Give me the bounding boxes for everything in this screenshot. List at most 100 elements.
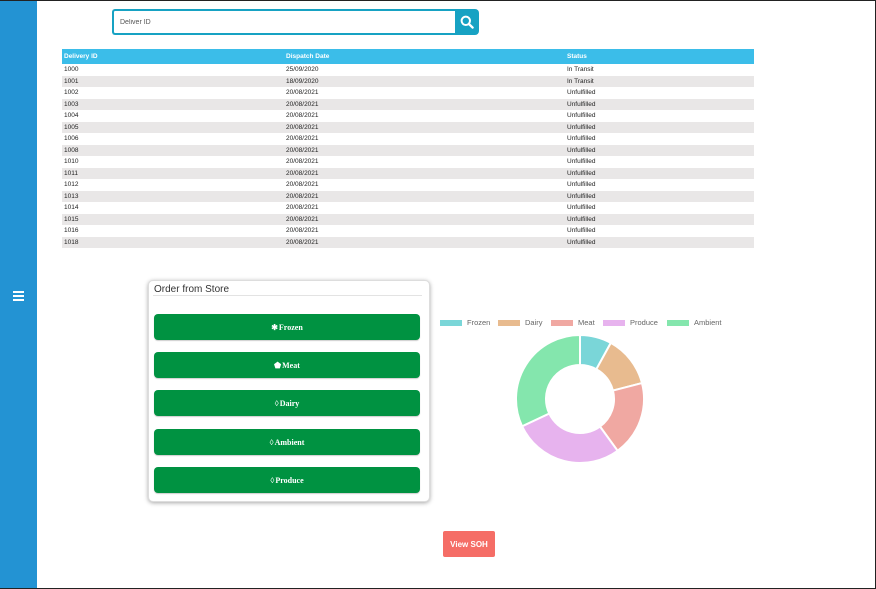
sidebar: [0, 1, 37, 588]
order-ambient-label: Ambient: [274, 437, 305, 447]
status-cell: Unfulfilled: [567, 135, 596, 143]
delivery-id-cell: 1000: [64, 66, 79, 74]
legend-label: Frozen: [467, 318, 491, 327]
delivery-id-cell: 1013: [62, 190, 284, 202]
dispatch-date-cell: 20/08/2021: [286, 112, 319, 120]
divider: [153, 295, 422, 296]
dispatch-date-cell: 20/08/2021: [284, 98, 565, 110]
table-row[interactable]: 1005 20/08/2021 Unfulfilled: [62, 121, 754, 133]
delivery-id-cell: 1015: [62, 213, 284, 225]
table-row[interactable]: 1013 20/08/2021 Unfulfilled: [62, 190, 754, 202]
delivery-table: Delivery ID Dispatch Date Status 1000 25/…: [62, 49, 754, 248]
dispatch-date-cell: 20/08/2021: [286, 227, 319, 235]
table-row[interactable]: 1015 20/08/2021 Unfulfilled: [62, 213, 754, 225]
table-row[interactable]: 1016 20/08/2021 Unfulfilled: [62, 225, 754, 237]
table-row[interactable]: 1006 20/08/2021 Unfulfilled: [62, 133, 754, 145]
delivery-id-cell: 1004: [64, 112, 79, 120]
delivery-id-cell: 1002: [64, 89, 79, 97]
search-input[interactable]: [112, 9, 461, 35]
legend-swatch: [551, 319, 573, 326]
dispatch-date-cell: 20/08/2021: [284, 121, 565, 133]
dispatch-date-cell: 20/08/2021: [286, 181, 319, 189]
search-icon: [460, 15, 474, 29]
delivery-id-cell: 1001: [62, 75, 284, 87]
delivery-id-cell: 1016: [64, 227, 79, 235]
table-row[interactable]: 1003 20/08/2021 Unfulfilled: [62, 98, 754, 110]
delivery-id-cell: 1012: [64, 181, 79, 189]
delivery-id-cell: 1006: [64, 135, 79, 143]
table-row[interactable]: 1012 20/08/2021 Unfulfilled: [62, 179, 754, 191]
drumstick-icon: ⬟: [274, 360, 282, 370]
status-cell: Unfulfilled: [567, 112, 596, 120]
view-soh-button[interactable]: View SOH: [443, 531, 495, 557]
table-row[interactable]: 1018 20/08/2021 Unfulfilled: [62, 236, 754, 248]
dispatch-date-cell: 20/08/2021: [286, 158, 319, 166]
order-dairy-button[interactable]: ◊ Dairy: [154, 390, 420, 416]
card-title: Order from Store: [154, 284, 230, 295]
table-row[interactable]: 1000 25/09/2020 In Transit: [62, 64, 754, 76]
order-meat-label: Meat: [282, 360, 300, 370]
table-row[interactable]: 1010 20/08/2021 Unfulfilled: [62, 156, 754, 168]
legend-item-ambient[interactable]: Ambient: [667, 318, 722, 327]
snowflake-icon: ✱: [271, 322, 278, 332]
dispatch-date-cell: 20/08/2021: [286, 89, 319, 97]
table-row[interactable]: 1004 20/08/2021 Unfulfilled: [62, 110, 754, 122]
donut-chart: [515, 334, 645, 464]
delivery-id-cell: 1005: [62, 121, 284, 133]
search-bar: [112, 9, 479, 35]
legend-swatch: [498, 319, 520, 326]
legend-swatch: [667, 319, 689, 326]
status-cell: Unfulfilled: [565, 236, 754, 248]
table-row[interactable]: 1001 18/09/2020 In Transit: [62, 75, 754, 87]
delivery-id-cell: 1011: [62, 167, 284, 179]
order-dairy-label: Dairy: [279, 398, 300, 408]
dispatch-date-cell: 18/09/2020: [284, 75, 565, 87]
status-cell: Unfulfilled: [567, 227, 596, 235]
order-meat-button[interactable]: ⬟ Meat: [154, 352, 420, 378]
legend-label: Dairy: [525, 318, 543, 327]
table-row[interactable]: 1008 20/08/2021 Unfulfilled: [62, 144, 754, 156]
delivery-id-cell: 1003: [62, 98, 284, 110]
dispatch-date-cell: 20/08/2021: [286, 204, 319, 212]
dispatch-date-cell: 25/09/2020: [286, 66, 319, 74]
donut-slice-produce[interactable]: [520, 412, 620, 464]
legend-swatch: [440, 319, 462, 326]
order-produce-label: Produce: [275, 475, 304, 485]
delivery-id-cell: 1008: [62, 144, 284, 156]
status-cell: In Transit: [567, 66, 594, 74]
legend-label: Ambient: [694, 318, 722, 327]
dispatch-date-cell: 20/08/2021: [284, 167, 565, 179]
order-ambient-button[interactable]: ◊ Ambient: [154, 429, 420, 455]
col-header-delivery-id: Delivery ID: [62, 49, 284, 64]
status-cell: Unfulfilled: [567, 181, 596, 189]
order-frozen-button[interactable]: ✱ Frozen: [154, 314, 420, 340]
legend-swatch: [603, 319, 625, 326]
dispatch-date-cell: 20/08/2021: [284, 144, 565, 156]
status-cell: Unfulfilled: [565, 144, 754, 156]
drop-icon: ◊: [270, 475, 275, 485]
legend-item-dairy[interactable]: Dairy: [498, 318, 543, 327]
legend-item-meat[interactable]: Meat: [551, 318, 595, 327]
delivery-id-cell: 1010: [64, 158, 79, 166]
search-button[interactable]: [455, 9, 479, 35]
donut-slice-ambient[interactable]: [515, 334, 581, 428]
col-header-dispatch-date: Dispatch Date: [284, 49, 565, 64]
order-produce-button[interactable]: ◊ Produce: [154, 467, 420, 493]
delivery-id-cell: 1018: [62, 236, 284, 248]
col-header-status: Status: [565, 49, 754, 64]
legend-label: Meat: [578, 318, 595, 327]
legend-item-frozen[interactable]: Frozen: [440, 318, 490, 327]
status-cell: Unfulfilled: [565, 98, 754, 110]
table-row[interactable]: 1002 20/08/2021 Unfulfilled: [62, 87, 754, 99]
table-row[interactable]: 1014 20/08/2021 Unfulfilled: [62, 202, 754, 214]
status-cell: Unfulfilled: [565, 167, 754, 179]
table-header-row: Delivery ID Dispatch Date Status: [62, 49, 754, 64]
status-cell: In Transit: [565, 75, 754, 87]
menu-icon[interactable]: [13, 291, 24, 301]
legend-item-produce[interactable]: Produce: [603, 318, 658, 327]
drop-icon: ◊: [274, 398, 279, 408]
status-cell: Unfulfilled: [567, 89, 596, 97]
dispatch-date-cell: 20/08/2021: [284, 213, 565, 225]
table-row[interactable]: 1011 20/08/2021 Unfulfilled: [62, 167, 754, 179]
order-frozen-label: Frozen: [278, 322, 303, 332]
